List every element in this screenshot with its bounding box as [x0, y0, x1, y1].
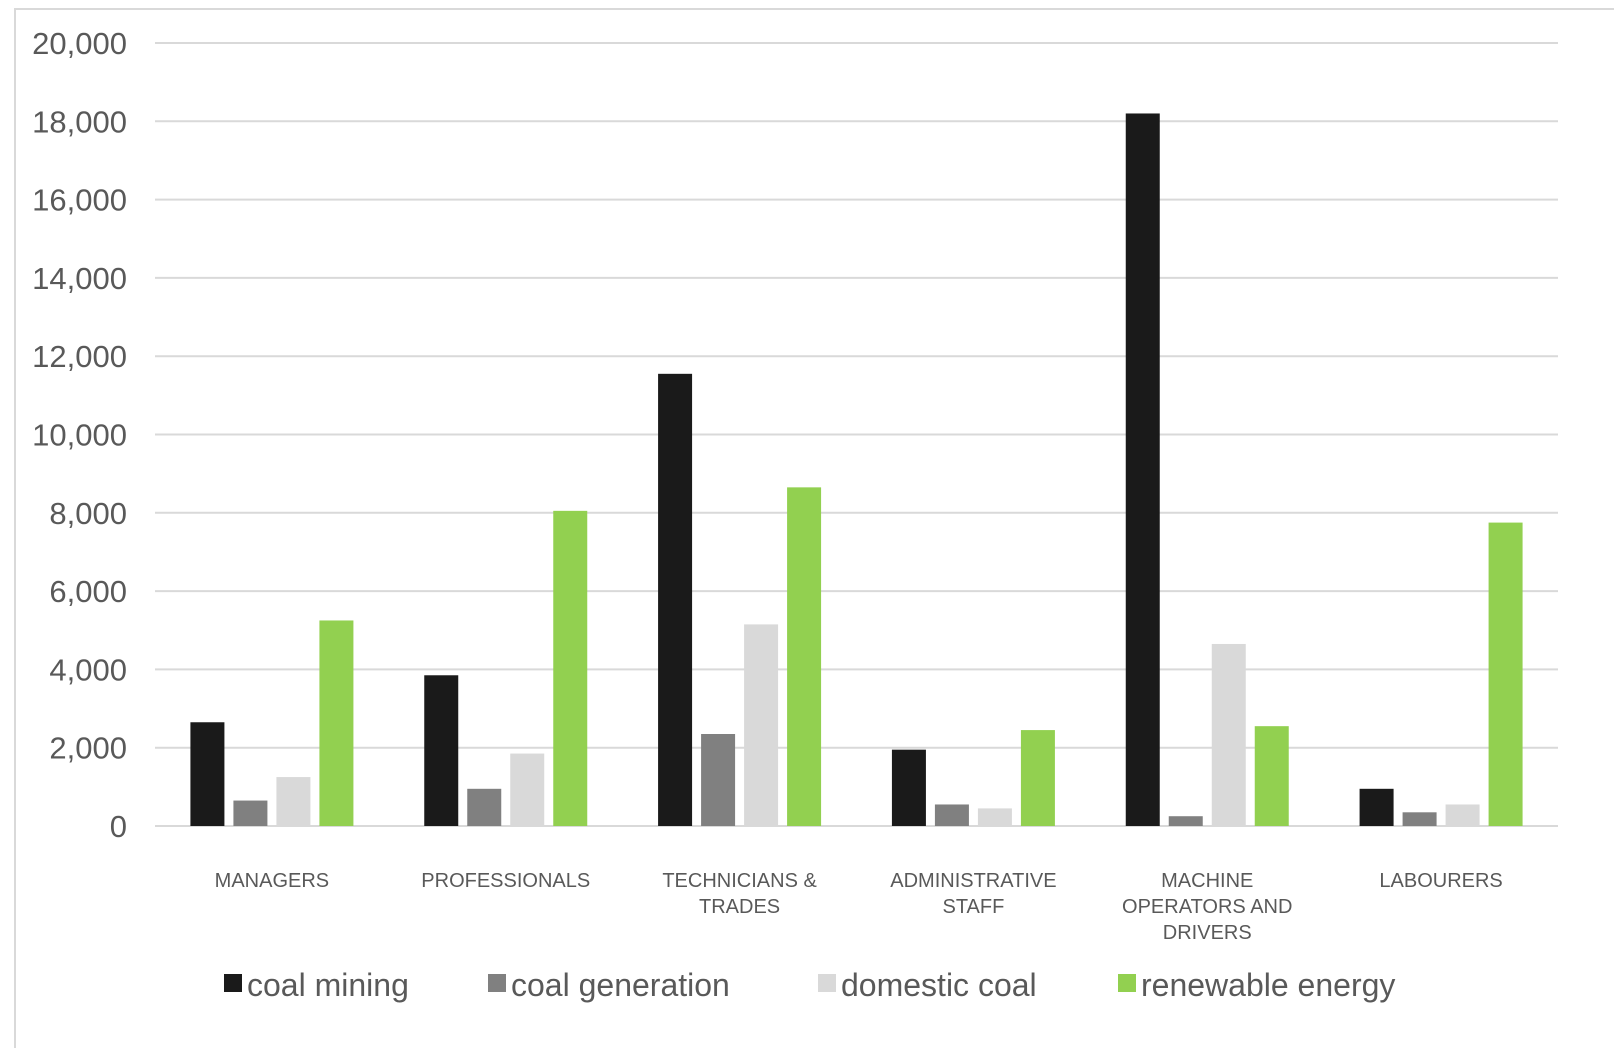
bar-domestic-coal [276, 777, 311, 826]
legend-swatch [818, 974, 836, 992]
x-tick-label: LABOURERS [1379, 870, 1502, 892]
y-tick-label: 8,000 [49, 496, 127, 531]
legend-swatch [488, 974, 506, 992]
bar-domestic-coal [1445, 804, 1480, 826]
legend-swatch [224, 974, 242, 992]
bar-coal-mining [891, 749, 926, 826]
bar-coal-mining [658, 373, 693, 826]
bar-coal-mining [190, 722, 225, 826]
y-tick-label: 14,000 [32, 261, 127, 296]
bar-coal-generation [1402, 812, 1437, 826]
x-tick-label: OPERATORS AND [1122, 896, 1292, 918]
bar-renewable-energy [1488, 522, 1523, 826]
bar-domestic-coal [1211, 643, 1246, 826]
legend-label: renewable energy [1141, 967, 1395, 1003]
y-axis: 0 2,000 4,000 6,000 8,000 10,000 12,000 14,000 1… [32, 26, 127, 844]
x-axis: MANAGERS PROFESSIONALS TECHNICIANS & TRADES… [215, 870, 1503, 944]
x-tick-label: MANAGERS [215, 870, 329, 892]
y-tick-label: 0 [110, 809, 127, 844]
y-tick-label: 12,000 [32, 339, 127, 374]
x-tick-label: TRADES [699, 896, 780, 918]
y-tick-label: 4,000 [49, 652, 127, 687]
legend: coal mining coal generation domestic coal r… [224, 967, 1395, 1003]
y-tick-label: 16,000 [32, 183, 127, 218]
bar-coal-mining [1359, 788, 1394, 826]
x-tick-label: ADMINISTRATIVE [890, 870, 1056, 892]
x-tick-label: DRIVERS [1163, 922, 1252, 944]
bar-renewable-energy [1254, 726, 1289, 826]
bar-domestic-coal [977, 808, 1012, 826]
bar-renewable-energy [319, 620, 354, 826]
bar-coal-generation [934, 804, 969, 826]
bar-coal-generation [233, 800, 268, 826]
legend-label: domestic coal [841, 967, 1037, 1003]
bar-renewable-energy [787, 487, 822, 826]
y-tick-label: 18,000 [32, 104, 127, 139]
x-tick-label: MACHINE [1161, 870, 1253, 892]
y-tick-label: 10,000 [32, 418, 127, 453]
y-tick-label: 6,000 [49, 574, 127, 609]
bar-coal-generation [1168, 816, 1203, 826]
bar-coal-generation [467, 788, 502, 826]
bar-domestic-coal [510, 753, 545, 826]
y-tick-label: 2,000 [49, 731, 127, 766]
gridlines [155, 42, 1558, 827]
x-tick-label: TECHNICIANS & [662, 870, 817, 892]
bar-coal-mining [424, 675, 459, 826]
bar-domestic-coal [744, 624, 779, 826]
x-tick-label: PROFESSIONALS [421, 870, 590, 892]
y-tick-label: 20,000 [32, 26, 127, 61]
bar-coal-mining [1125, 113, 1160, 827]
legend-label: coal mining [247, 967, 409, 1003]
x-tick-label: STAFF [942, 896, 1004, 918]
legend-label: coal generation [511, 967, 730, 1003]
bars [190, 113, 1523, 827]
chart-frame [14, 8, 1614, 1048]
bar-coal-generation [701, 733, 736, 826]
legend-swatch [1118, 974, 1136, 992]
bar-renewable-energy [1020, 730, 1055, 826]
bar-renewable-energy [553, 510, 588, 826]
